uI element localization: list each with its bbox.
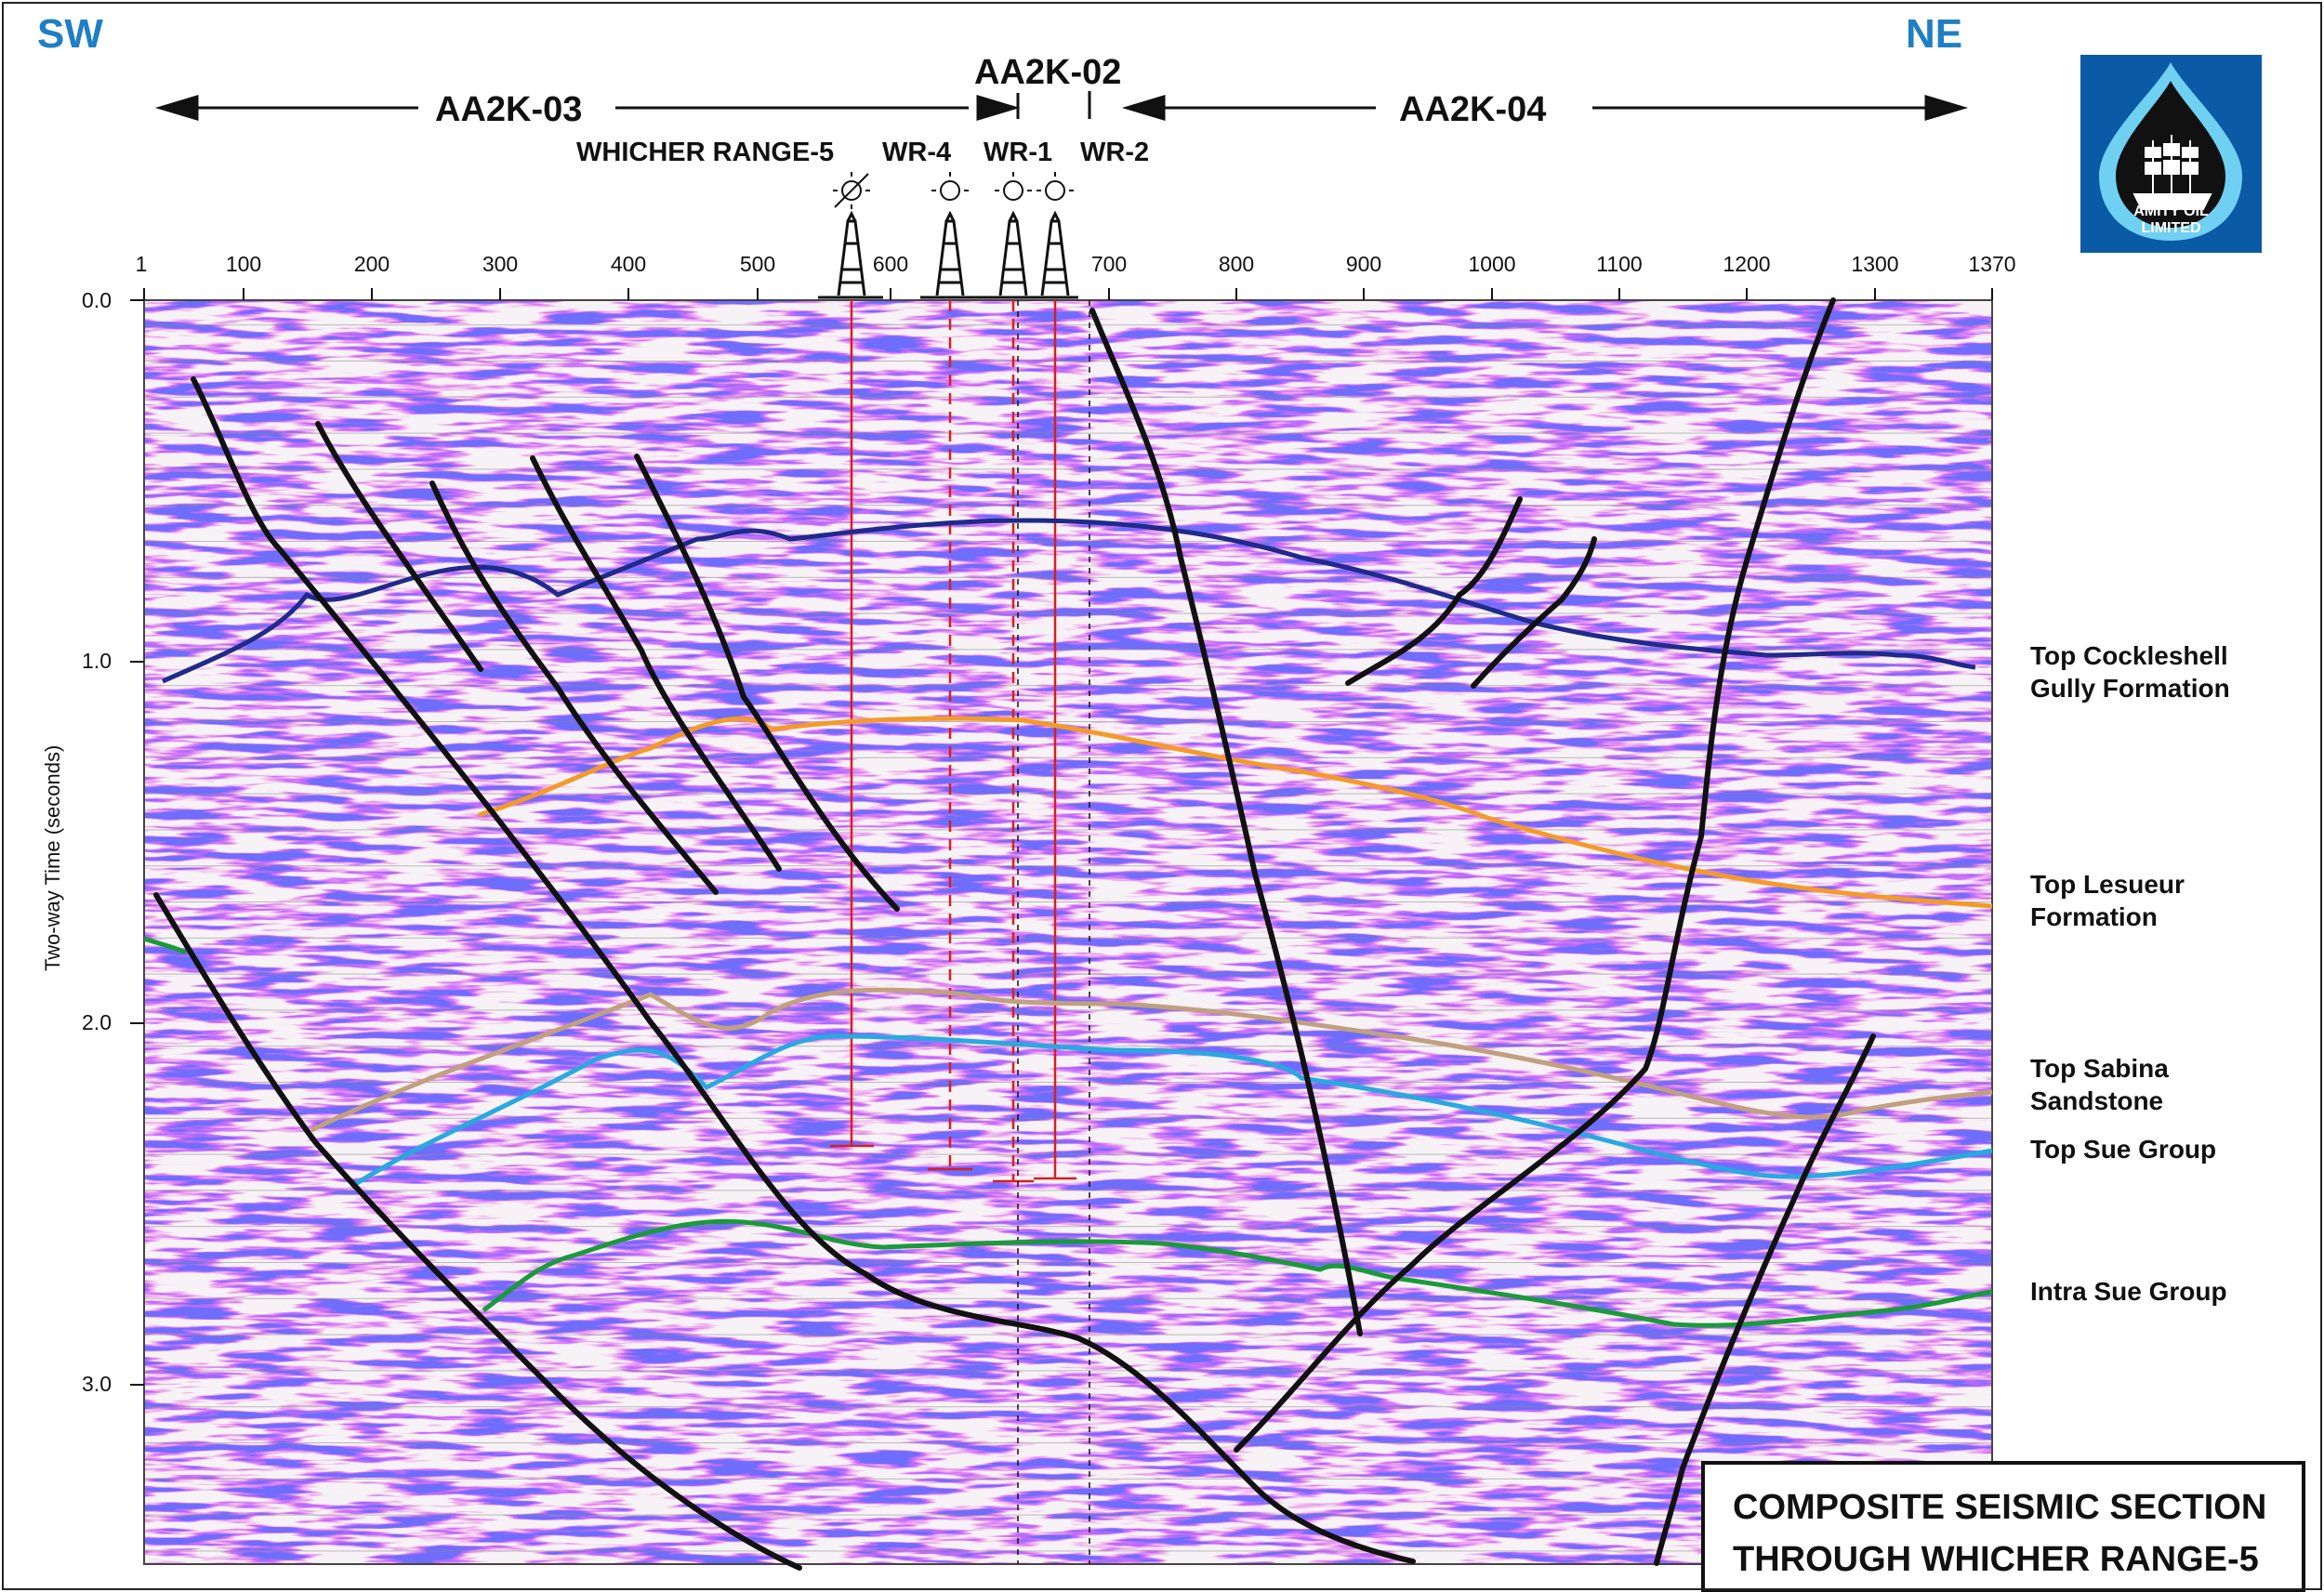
- y-tick-label: 3.0: [82, 1372, 112, 1396]
- horizon-label-line: Top Cockleshell: [2030, 641, 2228, 670]
- x-tick-label: 200: [353, 252, 390, 276]
- x-tick-label: 500: [739, 252, 776, 276]
- horizon-label-sue-group: Top Sue Group: [2030, 1133, 2216, 1165]
- line-label-aa2k-02: AA2K-02: [974, 53, 1122, 92]
- horizon-label-line: Gully Formation: [2030, 674, 2230, 703]
- horizon-label-line: Top Sue Group: [2030, 1135, 2217, 1164]
- well-label-wr-4: WR-4: [882, 138, 952, 167]
- horizon-label-intra-sue: Intra Sue Group: [2030, 1275, 2227, 1308]
- x-tick-label: 800: [1218, 252, 1255, 276]
- well-label-whicher-range-5: WHICHER RANGE-5: [576, 138, 835, 167]
- x-tick-label: 100: [225, 252, 262, 276]
- y-tick-label: 0.0: [82, 288, 112, 312]
- horizon-intra-sue-group: [143, 936, 1993, 1328]
- horizon-label-line: Formation: [2030, 902, 2158, 931]
- x-tick-label: 300: [482, 252, 519, 276]
- horizon-label-line: Sandstone: [2030, 1086, 2164, 1115]
- logo-text-line: LIMITED: [2141, 220, 2201, 236]
- horizon-label-line: Top Sabina: [2030, 1054, 2169, 1083]
- horizon-label-cockleshell: Top Cockleshell Gully Formation: [2030, 639, 2230, 704]
- x-tick-label: 1200: [1723, 252, 1771, 276]
- x-tick-label: 900: [1345, 252, 1382, 276]
- derricks: [818, 210, 1078, 299]
- line-label-aa2k-04: AA2K-04: [1399, 90, 1547, 129]
- line-extent-arrows: [154, 91, 1969, 122]
- faults: [153, 297, 1876, 1571]
- x-tick-label: 1: [135, 252, 148, 276]
- horizon-label-sabina: Top Sabina Sandstone: [2030, 1052, 2169, 1117]
- line-junctions: [1017, 300, 1090, 1564]
- horizon-label-lesueur: Top Lesueur Formation: [2030, 868, 2185, 933]
- amity-oil-logo: AMITY OIL LIMITED: [2080, 55, 2262, 253]
- y-tick-marks: [130, 299, 144, 1386]
- x-tick-label: 1300: [1851, 252, 1899, 276]
- oil-drop-ship-icon: [2099, 62, 2242, 241]
- direction-ne: NE: [1906, 11, 1963, 57]
- horizon-top-lesueur: [478, 716, 1993, 909]
- direction-sw: SW: [37, 11, 103, 57]
- horizon-top-sue-group: [350, 1033, 1993, 1190]
- logo-text-line: AMITY OIL: [2133, 204, 2209, 219]
- x-tick-label: 1370: [1968, 252, 2016, 276]
- x-tick-label: 700: [1090, 252, 1128, 276]
- well-symbols: [833, 172, 1074, 209]
- x-tick-label: 400: [610, 252, 647, 276]
- x-tick-label: 1000: [1468, 252, 1516, 276]
- title-line-2: THROUGH WHICHER RANGE-5: [1733, 1540, 2259, 1579]
- x-tick-marks: [143, 288, 1993, 300]
- horizon-label-line: Intra Sue Group: [2030, 1277, 2227, 1306]
- horizon-top-sabina: [310, 987, 1993, 1133]
- horizon-label-line: Top Lesueur: [2030, 870, 2185, 899]
- x-tick-label: 1100: [1596, 252, 1643, 276]
- well-label-wr-1: WR-1: [984, 138, 1053, 167]
- logo-text: AMITY OIL LIMITED: [2080, 204, 2262, 237]
- title-box: COMPOSITE SEISMIC SECTION THROUGH WHICHE…: [1701, 1461, 2305, 1592]
- line-label-aa2k-03: AA2K-03: [435, 90, 583, 129]
- x-tick-label: 600: [872, 252, 909, 276]
- y-tick-label: 2.0: [82, 1010, 112, 1034]
- horizon-top-cockleshell-gully: [161, 518, 1976, 684]
- y-tick-label: 1.0: [82, 649, 112, 673]
- title-line-1: COMPOSITE SEISMIC SECTION: [1733, 1488, 2267, 1527]
- well-label-wr-2: WR-2: [1080, 138, 1150, 167]
